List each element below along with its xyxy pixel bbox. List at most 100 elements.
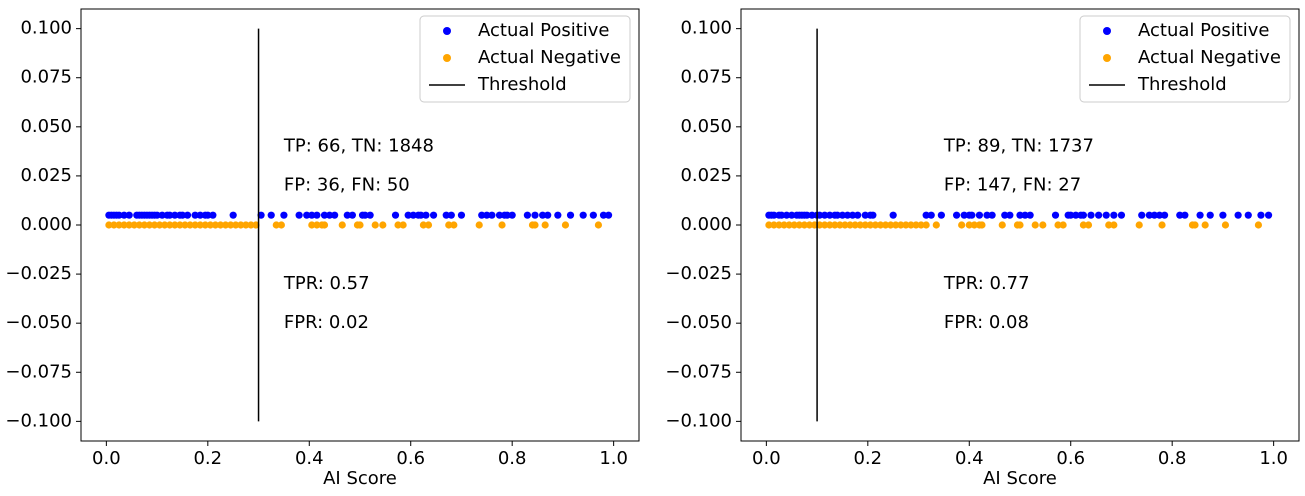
positive-point [343, 211, 351, 219]
legend-label: Threshold [1137, 74, 1227, 95]
positive-point [783, 211, 791, 219]
negative-point [998, 221, 1006, 229]
negative-point [1105, 221, 1113, 229]
negative-point [978, 221, 986, 229]
x-tick-label: 0.2 [193, 448, 222, 469]
positive-point [927, 211, 935, 219]
x-tick-label: 1.0 [1259, 448, 1288, 469]
positive-point [968, 211, 976, 219]
negative-point [277, 221, 285, 229]
positive-point [442, 211, 450, 219]
negative-point [821, 221, 829, 229]
negative-point [450, 221, 458, 229]
positive-point [1181, 211, 1189, 219]
negative-point [308, 221, 316, 229]
positive-point [1006, 211, 1014, 219]
positive-point [422, 211, 430, 219]
positive-point [1264, 211, 1273, 219]
positive-point [1021, 211, 1029, 219]
positive-point [1145, 211, 1153, 219]
negative-point [313, 221, 321, 229]
legend-box [419, 15, 631, 103]
positive-point [488, 211, 496, 219]
positive-point [770, 211, 778, 219]
positive-point [826, 211, 834, 219]
y-tick-label: 0.000 [680, 214, 732, 235]
positive-point [171, 211, 179, 219]
negative-point [186, 221, 194, 229]
y-tick-label: 0.100 [20, 18, 72, 39]
positive-point [960, 211, 968, 219]
negative-point [475, 221, 483, 229]
positive-point [1051, 211, 1060, 219]
positive-point [1095, 211, 1103, 219]
series-actual-positive [765, 211, 1273, 219]
negative-point [120, 221, 128, 229]
positive-point [566, 211, 575, 219]
negative-point [201, 221, 209, 229]
positive-point [495, 211, 504, 219]
positive-point [320, 211, 329, 219]
positive-point [325, 211, 334, 219]
y-tick-label: 0.050 [20, 116, 72, 137]
negative-point [424, 221, 433, 229]
negative-point [1135, 221, 1143, 229]
negative-point [206, 221, 214, 229]
positive-point [788, 211, 796, 219]
series-actual-negative [105, 221, 603, 229]
positive-point [417, 211, 425, 219]
negative-point [1201, 221, 1209, 229]
negative-point [826, 221, 834, 229]
x-tick-label: 0.0 [92, 448, 121, 469]
positive-point [303, 211, 311, 219]
negative-point [1079, 221, 1088, 229]
negative-point [247, 221, 255, 229]
positive-point [589, 211, 597, 219]
positive-point [1072, 211, 1080, 219]
positive-point [280, 211, 288, 219]
positive-point [1196, 211, 1204, 219]
positive-point [391, 211, 400, 219]
x-tick-label: 1.0 [599, 448, 628, 469]
legend-label: Actual Negative [1138, 47, 1281, 68]
positive-point [1176, 211, 1184, 219]
positive-point [1079, 211, 1088, 219]
positive-point [531, 211, 539, 219]
negative-point [498, 221, 506, 229]
positive-point [849, 211, 857, 219]
negative-point [445, 221, 453, 229]
y-tick-label: 0.050 [680, 116, 732, 137]
positive-point [183, 211, 192, 219]
positive-point [1026, 211, 1034, 219]
y-tick-label: 0.025 [20, 165, 72, 186]
y-tick-label: −0.100 [5, 410, 72, 431]
positive-point [1160, 211, 1169, 219]
negative-point [861, 221, 869, 229]
negative-point [775, 221, 783, 229]
negative-point [912, 221, 920, 229]
negative-point [1110, 221, 1118, 229]
negative-point [338, 221, 346, 229]
positive-point [1110, 211, 1118, 219]
positive-point [1257, 211, 1265, 219]
positive-point [348, 211, 356, 219]
negative-point [130, 221, 138, 229]
negative-point [166, 221, 174, 229]
positive-point [983, 211, 991, 219]
negative-point [227, 221, 235, 229]
negative-point [866, 221, 874, 229]
negative-point [1254, 221, 1263, 229]
positive-point [166, 211, 174, 219]
positive-point [604, 211, 613, 219]
y-tick-label: 0.100 [680, 18, 732, 39]
positive-point [1001, 211, 1009, 219]
positive-point [1150, 211, 1159, 219]
negative-point [320, 221, 329, 229]
series-actual-positive [105, 211, 613, 219]
positive-point [599, 211, 608, 219]
x-tick-label: 0.6 [396, 448, 425, 469]
negative-point [846, 221, 854, 229]
negative-point [800, 221, 809, 229]
chart-panel: 0.0 0.2 0.4 0.6 0.8 1.0 0.100 0.075 0.050 0.025 0.… [665, 8, 1300, 489]
